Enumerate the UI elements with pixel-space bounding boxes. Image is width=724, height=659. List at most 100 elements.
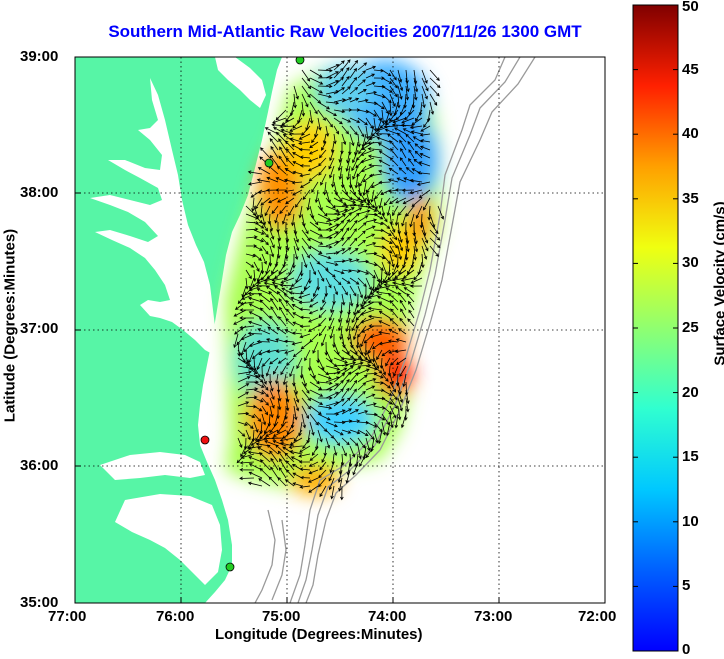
velocity-arrow bbox=[341, 293, 346, 306]
velocity-arrow bbox=[365, 101, 378, 106]
velocity-arrow bbox=[280, 277, 295, 284]
velocity-arrow bbox=[349, 248, 359, 255]
velocity-arrow bbox=[377, 429, 383, 445]
velocity-arrow bbox=[261, 381, 269, 391]
velocity-arrow bbox=[261, 221, 268, 232]
velocity-arrow bbox=[237, 383, 250, 391]
velocity-arrow bbox=[415, 109, 423, 122]
velocity-arrow bbox=[360, 301, 375, 309]
colorbar-tick-marks bbox=[633, 4, 678, 652]
velocity-arrow bbox=[309, 245, 323, 254]
velocity-arrow bbox=[285, 300, 295, 311]
velocity-arrow bbox=[338, 477, 343, 492]
velocity-arrow bbox=[381, 253, 391, 265]
radar-site-marker bbox=[295, 57, 305, 65]
velocity-arrow bbox=[402, 373, 407, 388]
velocity-arrow bbox=[349, 86, 359, 95]
velocity-arrow bbox=[349, 372, 359, 383]
velocity-arrow bbox=[333, 409, 346, 415]
velocity-arrow bbox=[357, 437, 366, 449]
velocity-arrow bbox=[260, 197, 271, 206]
velocity-arrow bbox=[367, 147, 383, 151]
velocity-arrow bbox=[346, 165, 351, 181]
velocity-arrow bbox=[365, 385, 376, 391]
velocity-arrow bbox=[357, 363, 372, 368]
velocity-arrow bbox=[333, 67, 344, 79]
velocity-arrow bbox=[341, 125, 350, 135]
velocity-arrow bbox=[291, 213, 295, 227]
velocity-arrow bbox=[349, 293, 354, 307]
velocity-arrow bbox=[266, 444, 279, 455]
velocity-arrow bbox=[308, 301, 319, 308]
velocity-arrow bbox=[349, 285, 357, 297]
velocity-arrow bbox=[237, 349, 246, 363]
velocity-arrow bbox=[389, 109, 399, 122]
velocity-arrow bbox=[368, 163, 383, 168]
velocity-arrow bbox=[275, 338, 287, 343]
velocity-arrow bbox=[359, 173, 367, 187]
velocity-arrow bbox=[279, 205, 287, 215]
velocity-arrow bbox=[349, 409, 359, 415]
velocity-arrow bbox=[365, 242, 377, 247]
velocity-arrow bbox=[266, 176, 279, 183]
velocity-arrow bbox=[271, 436, 287, 441]
velocity-arrow bbox=[384, 128, 399, 135]
velocity-arrow bbox=[349, 379, 358, 391]
velocity-arrow bbox=[381, 213, 388, 223]
velocity-arrow bbox=[277, 389, 282, 402]
velocity-arrow bbox=[389, 140, 399, 151]
velocity-arrow bbox=[309, 237, 324, 245]
velocity-arrow bbox=[373, 261, 384, 271]
velocity-arrow bbox=[333, 277, 342, 286]
velocity-arrow bbox=[317, 373, 332, 380]
velocity-arrow bbox=[253, 261, 260, 272]
velocity-arrow bbox=[421, 85, 428, 100]
velocity-arrow bbox=[237, 357, 251, 367]
velocity-arrow bbox=[381, 237, 393, 244]
velocity-arrow bbox=[328, 309, 335, 322]
velocity-arrow bbox=[240, 333, 255, 341]
velocity-arrow bbox=[293, 245, 299, 261]
velocity-arrow bbox=[318, 165, 327, 176]
velocity-arrow bbox=[325, 80, 340, 87]
velocity-arrow bbox=[341, 285, 348, 296]
velocity-arrow bbox=[299, 307, 311, 312]
velocity-arrow bbox=[381, 421, 387, 436]
velocity-arrow bbox=[405, 167, 415, 175]
velocity-arrow bbox=[271, 277, 287, 282]
axis-tick-marks bbox=[75, 192, 500, 603]
velocity-arrow bbox=[258, 478, 271, 487]
velocity-arrow bbox=[301, 413, 307, 429]
velocity-arrow bbox=[285, 308, 295, 319]
colorbar-label: Surface Velocity (cm/s) bbox=[711, 201, 724, 366]
radar-site-marker bbox=[264, 158, 274, 168]
velocity-arrow bbox=[309, 397, 324, 405]
velocity-arrow bbox=[397, 405, 402, 421]
velocity-arrow bbox=[247, 331, 263, 336]
velocity-arrow bbox=[381, 221, 391, 229]
velocity-arrow bbox=[381, 245, 393, 254]
velocity-arrow bbox=[256, 178, 271, 183]
velocity-arrow bbox=[309, 85, 323, 94]
velocity-arrow bbox=[301, 381, 310, 394]
velocity-arrow bbox=[301, 397, 311, 410]
velocity-arrow bbox=[381, 101, 389, 115]
velocity-arrow bbox=[385, 357, 391, 367]
velocity-arrow bbox=[365, 218, 378, 223]
velocity-arrow bbox=[299, 333, 311, 339]
velocity-arrow bbox=[248, 471, 263, 479]
velocity-arrow bbox=[396, 357, 407, 365]
velocity-arrow bbox=[256, 339, 271, 344]
velocity-arrow bbox=[233, 333, 239, 349]
velocity-arrow bbox=[418, 189, 431, 199]
velocity-arrow bbox=[284, 245, 289, 260]
velocity-arrow bbox=[277, 316, 287, 327]
velocity-arrow bbox=[412, 221, 416, 237]
velocity-arrow bbox=[317, 413, 331, 421]
velocity-arrow bbox=[365, 233, 376, 239]
velocity-arrow bbox=[401, 117, 415, 124]
velocity-arrow bbox=[402, 128, 415, 135]
velocity-arrow bbox=[236, 453, 247, 464]
velocity-arrow bbox=[381, 229, 392, 236]
velocity-arrow bbox=[393, 365, 399, 377]
